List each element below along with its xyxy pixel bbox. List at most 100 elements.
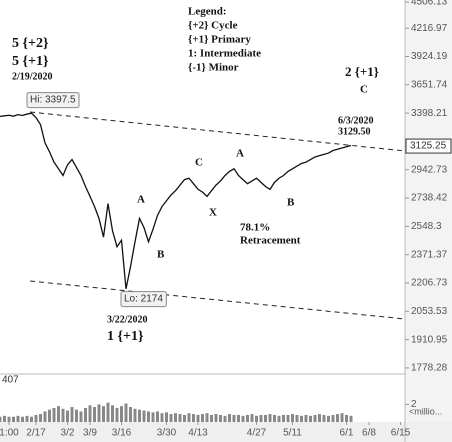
volume-bar <box>291 414 294 422</box>
volume-bar <box>205 413 209 422</box>
volume-bar <box>250 414 254 422</box>
wave-label: X <box>209 207 217 219</box>
y-tick-label: 2738.42 <box>411 193 448 204</box>
volume-bar <box>156 411 159 422</box>
lo-marker-label: Lo: 2174 <box>124 294 163 305</box>
y-tick-label: 3398.21 <box>411 108 448 119</box>
last-price: 3125.25 <box>405 138 452 154</box>
price-line <box>0 112 352 290</box>
annotation: 1 {+1} <box>107 329 144 344</box>
volume-bar <box>3 415 6 422</box>
volume-bar <box>106 402 110 422</box>
volume-bar <box>237 414 240 422</box>
date-axis-panel <box>0 422 452 442</box>
x-tick-label: 3/9 <box>83 428 97 439</box>
volume-bar <box>70 407 74 422</box>
volume-bar <box>259 414 263 422</box>
annotation: 78.1% <box>240 222 270 234</box>
hi-marker: Hi: 3397.5 <box>26 92 80 109</box>
last-price-label: 3125.25 <box>410 141 447 152</box>
legend-entry: {+1} Primary <box>188 34 251 46</box>
volume-bar <box>192 414 195 422</box>
volume-bar <box>264 414 267 422</box>
volume-bar <box>286 414 290 422</box>
x-tick-label: 2/17 <box>26 428 46 439</box>
x-tick-label: 4/13 <box>188 428 208 439</box>
volume-bar <box>232 414 236 422</box>
y-tick-label: 2548.3 <box>411 221 442 232</box>
x-tick-label: 1:00 <box>0 428 19 439</box>
volume-bar <box>120 406 123 422</box>
volume-bar <box>295 414 299 422</box>
volume-bar <box>246 414 249 422</box>
lo-marker-box <box>120 291 167 308</box>
volume-bar <box>219 414 222 422</box>
x-tick-label: 3/16 <box>112 428 132 439</box>
volume-bar <box>21 416 24 422</box>
volume-bar <box>345 414 348 422</box>
volume-bar <box>336 414 339 422</box>
y-tick-label: 2371.37 <box>411 249 448 260</box>
volume-bar <box>349 415 353 422</box>
volume-bar <box>313 414 317 422</box>
volume-bar <box>88 405 92 422</box>
volume-bar <box>93 407 96 422</box>
annotation: 2/19/2020 <box>12 71 53 82</box>
y-tick-label: 2053.53 <box>411 306 448 317</box>
volume-bar <box>57 406 60 422</box>
y-tick-label: 3651.74 <box>411 79 448 90</box>
x-tick-label: 6/8 <box>362 428 376 439</box>
volume-bar <box>34 414 38 422</box>
volume-bar <box>79 411 83 422</box>
volume-unit: <millio... <box>409 406 442 416</box>
volume-bar <box>52 407 56 422</box>
lower-trendline <box>29 280 406 320</box>
volume-bar <box>151 412 155 422</box>
volume-bar <box>322 414 326 422</box>
volume-bar <box>75 409 78 422</box>
annotation: 5 {+1} <box>12 54 49 69</box>
legend-entry: {+2} Cycle <box>188 20 238 32</box>
volume-bar <box>124 403 128 422</box>
volume-bar <box>187 413 191 422</box>
hi-marker-label: Hi: 3397.5 <box>30 95 76 106</box>
volume-bar <box>178 414 182 422</box>
volume-bar <box>43 411 47 422</box>
volume-bar <box>282 414 285 422</box>
volume-bar <box>30 416 33 422</box>
annotation: 3129.50 <box>338 126 371 137</box>
volume-bar <box>309 415 312 422</box>
legend-entry: 1: Intermediate <box>188 48 261 60</box>
volume-bar <box>277 415 281 422</box>
wave-label: A <box>236 148 244 160</box>
volume-bar <box>142 410 146 422</box>
volume-bar <box>102 406 105 422</box>
legend-entry: {-1} Minor <box>188 62 239 74</box>
y-tick-label: 4506.13 <box>411 0 448 8</box>
volume-bar <box>223 415 227 422</box>
volume-bar <box>48 409 51 422</box>
volume-bar <box>111 405 114 422</box>
wave-label: B <box>157 249 165 261</box>
volume-bar <box>39 414 42 422</box>
volume-bar <box>201 414 204 422</box>
volume-bar <box>16 415 20 422</box>
volume-bar <box>66 410 69 422</box>
volume-bar <box>318 414 321 422</box>
hi-marker-box <box>26 92 80 109</box>
volume-bar <box>327 415 330 422</box>
wave-label: C <box>195 157 203 169</box>
annotation: 6/3/2020 <box>338 115 374 126</box>
volume-label: 407 <box>2 375 19 386</box>
last-price-box <box>405 138 452 154</box>
annotation: 5 {+2} <box>12 36 49 51</box>
volume-bar <box>174 413 177 422</box>
y-tick-label: 2206.73 <box>411 278 448 289</box>
volume-bar <box>196 414 200 422</box>
x-tick-label: 5/11 <box>283 428 302 439</box>
y-tick-label: 3924.19 <box>411 51 448 62</box>
x-tick-label: 6/1 <box>340 428 354 439</box>
axis-panel <box>405 0 452 442</box>
y-tick-label: 1910.95 <box>411 334 448 345</box>
volume-bar <box>61 408 65 422</box>
